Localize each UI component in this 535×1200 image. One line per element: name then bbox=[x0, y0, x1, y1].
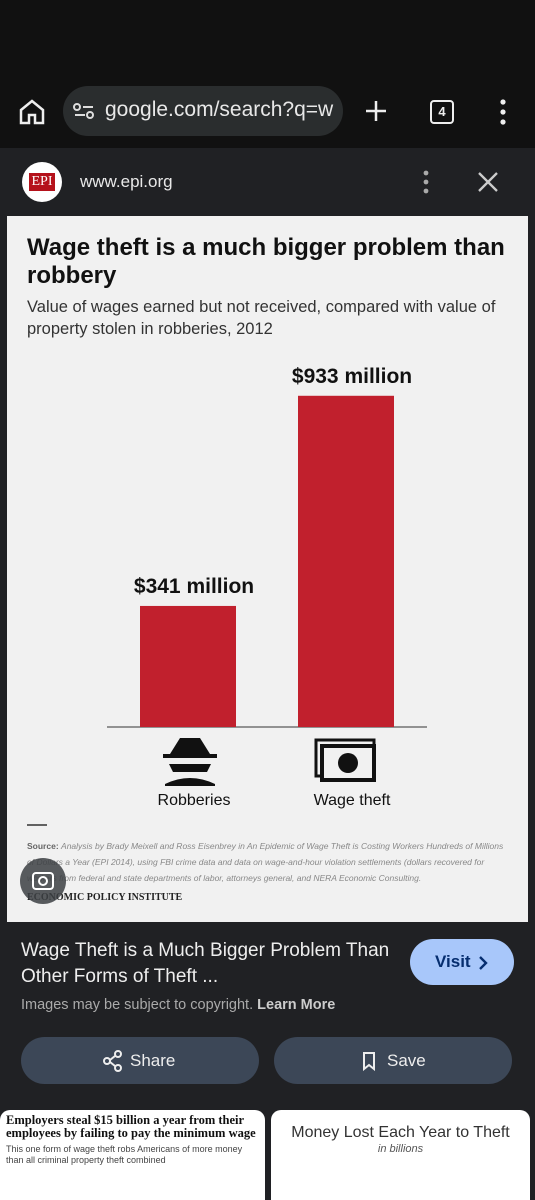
share-label[interactable]: Share bbox=[130, 1051, 176, 1070]
bar bbox=[140, 605, 236, 727]
chart-image: Wage theft is a much bigger problem than… bbox=[7, 216, 528, 922]
value-label: $341 million bbox=[134, 575, 254, 598]
copyright-note: Images may be subject to copyright. Lear… bbox=[21, 997, 335, 1013]
chart-subtitle: Value of wages earned but not received, … bbox=[27, 298, 496, 338]
source-text: Analysis by Brady Meixell and Ross Eisen… bbox=[27, 841, 504, 883]
thumbnail-title: Money Lost Each Year to Theft bbox=[291, 1124, 510, 1141]
save-label[interactable]: Save bbox=[387, 1051, 426, 1070]
learn-more[interactable]: Learn More bbox=[257, 997, 336, 1013]
home-button[interactable] bbox=[18, 98, 46, 126]
thumbnail[interactable]: Employers steal $15 billion a year from … bbox=[0, 1110, 265, 1200]
menu-button[interactable] bbox=[496, 98, 510, 126]
category-label: Wage theft bbox=[314, 792, 391, 809]
source-label: Source: bbox=[27, 841, 59, 851]
close-button[interactable] bbox=[477, 171, 499, 193]
more-button[interactable] bbox=[419, 170, 433, 194]
thumbnail[interactable]: Money Lost Each Year to Theft in billion… bbox=[271, 1110, 530, 1200]
thumbnail-text: This one form of wage theft robs America… bbox=[6, 1144, 243, 1165]
save-icon bbox=[363, 1052, 375, 1071]
tab-count[interactable]: 4 bbox=[430, 100, 454, 124]
visit-label[interactable]: Visit bbox=[435, 952, 471, 971]
save-button[interactable] bbox=[274, 1037, 512, 1084]
money-icon bbox=[314, 738, 376, 782]
address-bar[interactable] bbox=[63, 86, 343, 136]
visit-button[interactable] bbox=[410, 939, 514, 985]
logo-text: EPI bbox=[29, 173, 55, 191]
thumbnail-title: Employers steal $15 billion a year from … bbox=[6, 1113, 256, 1140]
chart-footer: ECONOMIC POLICY INSTITUTE bbox=[27, 892, 183, 903]
site-name[interactable]: www.epi.org bbox=[80, 172, 173, 191]
url[interactable]: google.com/search?q=w bbox=[105, 98, 334, 121]
result-title[interactable]: Wage Theft is a Much Bigger Problem Than… bbox=[21, 940, 390, 987]
visit-chevron bbox=[479, 956, 488, 970]
site-info-icon[interactable] bbox=[73, 102, 95, 120]
viewer-header bbox=[0, 150, 535, 216]
lens-button[interactable] bbox=[20, 858, 66, 904]
value-label: $933 million bbox=[292, 365, 412, 388]
chart-title: Wage theft is a much bigger problem than… bbox=[27, 234, 505, 289]
copyright-text: Images may be subject to copyright. bbox=[21, 997, 254, 1013]
new-tab-button[interactable] bbox=[364, 99, 388, 123]
thumbnail-text: in billions bbox=[377, 1143, 424, 1155]
share-button[interactable] bbox=[21, 1037, 259, 1084]
share-icon bbox=[103, 1050, 122, 1072]
bar bbox=[298, 395, 394, 727]
category-label: Robberies bbox=[158, 792, 231, 809]
robbery-icon bbox=[163, 738, 217, 786]
chart-source: Source: Analysis by Brady Meixell and Ro… bbox=[27, 838, 507, 886]
plot: $341 million Robberies $933 million Wage th… bbox=[27, 365, 427, 826]
